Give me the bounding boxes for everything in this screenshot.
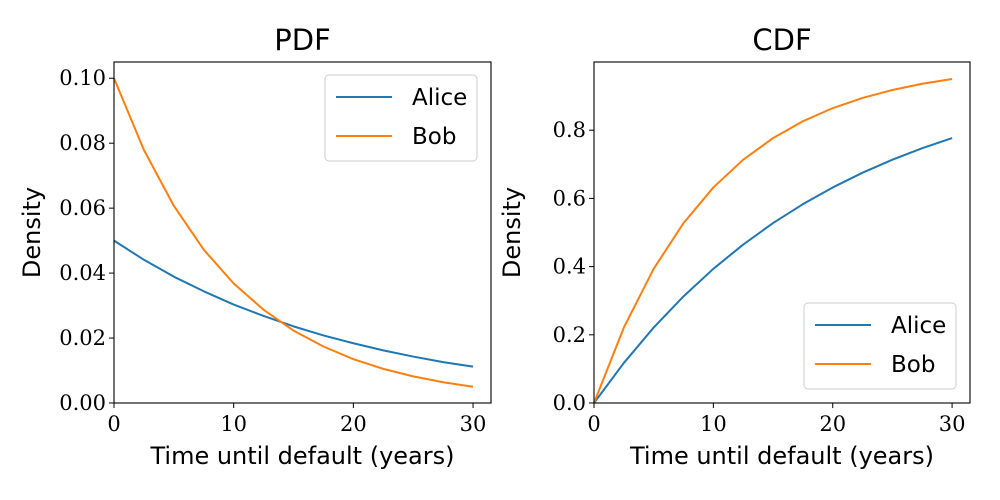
y-tick-label: 0.0: [553, 391, 586, 415]
chart-title: CDF: [752, 23, 811, 57]
y-axis-label: Density: [18, 187, 46, 278]
y-tick-label: 0.08: [59, 131, 106, 155]
y-tick-label: 0.8: [553, 118, 586, 142]
legend-label-bob: Bob: [891, 352, 935, 378]
y-tick-label: 0.2: [553, 323, 586, 347]
series-line-bob: [593, 77, 953, 404]
x-axis-label: Time until default (years): [629, 442, 934, 470]
pdf-plot: 0 10 20 30 0.00 0.02 0.04 0.06 0.08 0.10 PDF Time u…: [18, 23, 492, 470]
y-tick-label: 0.10: [59, 66, 106, 90]
series-line-alice: [113, 239, 474, 368]
legend-label-alice: Alice: [891, 313, 946, 339]
axes-frame: [113, 61, 492, 404]
axes-frame: [593, 61, 971, 404]
chart-title: PDF: [274, 23, 331, 57]
x-tick-label: 30: [460, 412, 487, 436]
x-tick-label: 10: [220, 412, 247, 436]
x-axis-label: Time until default (years): [149, 442, 454, 470]
legend: Alice Bob: [324, 74, 478, 162]
y-tick-label: 0.02: [59, 326, 106, 350]
legend: Alice Bob: [803, 302, 957, 390]
legend-label-alice: Alice: [412, 85, 467, 111]
x-tick-label: 20: [819, 412, 846, 436]
y-tick-label: 0.04: [59, 261, 106, 285]
x-tick-label: 0: [107, 412, 120, 436]
legend-label-bob: Bob: [412, 124, 456, 150]
y-tick-label: 0.00: [59, 391, 106, 415]
x-tick-label: 0: [587, 412, 600, 436]
y-tick-label: 0.6: [553, 186, 586, 210]
series-line-bob: [113, 77, 474, 388]
x-tick-label: 20: [340, 412, 367, 436]
x-tick-label: 30: [939, 412, 966, 436]
cdf-plot: 0 10 20 30 0.0 0.2 0.4 0.6 0.8 CDF Time until defa…: [498, 23, 971, 470]
y-tick-label: 0.4: [553, 255, 586, 279]
series-line-alice: [593, 137, 953, 404]
y-axis-label: Density: [498, 187, 526, 278]
x-tick-label: 10: [700, 412, 727, 436]
y-tick-label: 0.06: [59, 196, 106, 220]
